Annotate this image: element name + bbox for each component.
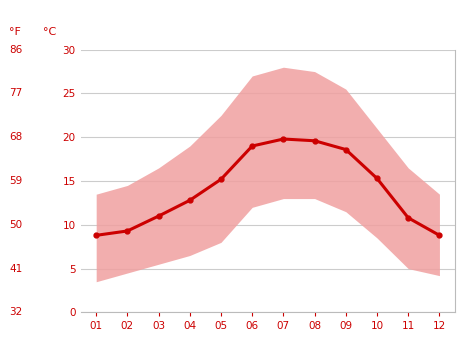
Text: 59: 59 bbox=[9, 176, 23, 186]
Text: 86: 86 bbox=[9, 45, 23, 55]
Text: 32: 32 bbox=[9, 307, 23, 317]
Text: 77: 77 bbox=[9, 88, 23, 98]
Text: °C: °C bbox=[43, 27, 56, 37]
Text: 68: 68 bbox=[9, 132, 23, 142]
Text: °F: °F bbox=[9, 27, 21, 37]
Text: 50: 50 bbox=[9, 220, 23, 230]
Text: 41: 41 bbox=[9, 264, 23, 274]
